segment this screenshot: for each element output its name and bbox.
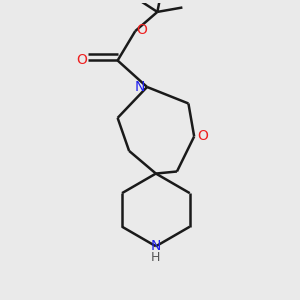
Text: H: H	[151, 251, 160, 264]
Text: O: O	[197, 130, 208, 143]
Text: O: O	[76, 53, 87, 68]
Text: O: O	[136, 22, 148, 37]
Text: N: N	[151, 239, 161, 253]
Text: N: N	[134, 80, 145, 94]
